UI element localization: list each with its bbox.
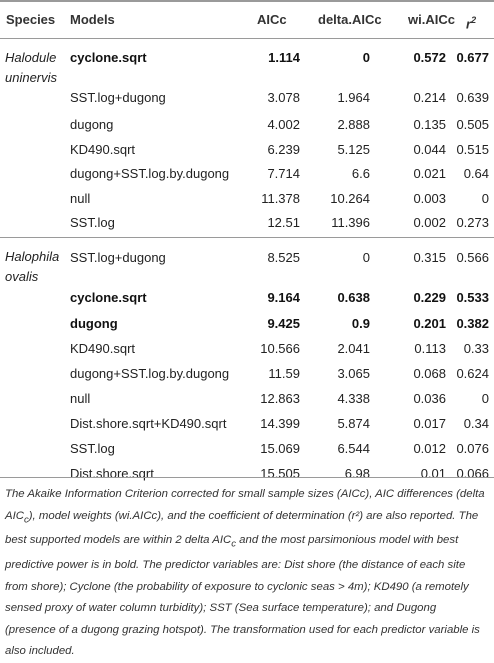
r-squared-cell: 0.533 xyxy=(456,290,489,305)
wi-aicc-cell: 0.044 xyxy=(413,142,446,157)
top-rule xyxy=(0,0,494,2)
model-cell: KD490.sqrt xyxy=(70,142,136,157)
r-squared-cell: 0 xyxy=(481,391,489,406)
header-rule xyxy=(0,38,494,39)
wi-aicc-cell: 0.021 xyxy=(413,166,446,181)
wi-aicc-cell: 0.135 xyxy=(413,117,446,132)
model-cell: null xyxy=(70,191,91,206)
aicc-cell: 12.863 xyxy=(260,391,300,406)
r-squared-cell: 0.515 xyxy=(456,142,489,157)
model-cell: cyclone.sqrt xyxy=(70,50,147,65)
aicc-cell: 10.566 xyxy=(260,341,300,356)
header-species: Species xyxy=(6,12,56,27)
aicc-cell: 7.714 xyxy=(267,166,300,181)
header-delta-aicc: delta.AICc xyxy=(318,12,382,27)
aicc-cell: 9.164 xyxy=(267,290,300,305)
wi-aicc-cell: 0.214 xyxy=(413,90,446,105)
delta-aicc-cell: 2.041 xyxy=(337,341,370,356)
header-models: Models xyxy=(70,12,115,27)
model-cell: null xyxy=(70,391,91,406)
species-label-halodule: Halodule uninervis xyxy=(5,50,58,85)
aicc-cell: 12.51 xyxy=(267,215,300,230)
model-cell: Dist.shore.sqrt+KD490.sqrt xyxy=(70,416,227,431)
model-cell: Dist.shore.sqrt xyxy=(70,466,154,481)
aicc-cell: 14.399 xyxy=(260,416,300,431)
aicc-cell: 11.59 xyxy=(268,366,300,381)
wi-aicc-cell: 0.003 xyxy=(413,191,446,206)
wi-aicc-cell: 0.017 xyxy=(413,416,446,431)
aicc-cell: 15.069 xyxy=(260,441,300,456)
aicc-cell: 3.078 xyxy=(267,90,300,105)
delta-aicc-cell: 3.065 xyxy=(337,366,370,381)
delta-aicc-cell: 4.338 xyxy=(337,391,370,406)
r-squared-cell: 0.273 xyxy=(456,215,489,230)
model-cell: SST.log xyxy=(70,441,115,456)
aicc-cell: 8.525 xyxy=(267,250,300,265)
r-squared-cell: 0.34 xyxy=(463,416,489,431)
wi-aicc-cell: 0.002 xyxy=(413,215,446,230)
aicc-cell: 4.002 xyxy=(267,117,300,132)
model-cell: dugong+SST.log.by.dugong xyxy=(70,166,230,181)
delta-aicc-cell: 6.98 xyxy=(344,466,370,481)
delta-aicc-cell: 2.888 xyxy=(337,117,370,132)
delta-aicc-cell: 0.638 xyxy=(337,290,370,305)
r-squared-cell: 0.066 xyxy=(456,466,489,481)
model-cell: SST.log+dugong xyxy=(70,90,166,105)
header-aicc: AICc xyxy=(257,12,287,27)
model-cell: dugong xyxy=(70,117,114,132)
delta-aicc-cell: 0 xyxy=(362,250,370,265)
r-squared-cell: 0.505 xyxy=(456,117,489,132)
table-caption: The Akaike Information Criterion correct… xyxy=(5,488,485,658)
wi-aicc-cell: 0.229 xyxy=(413,290,446,305)
model-cell: cyclone.sqrt xyxy=(70,290,147,305)
r-squared-cell: 0.382 xyxy=(456,316,489,331)
aicc-cell: 11.378 xyxy=(261,191,300,206)
aicc-cell: 1.114 xyxy=(268,50,300,65)
wi-aicc-cell: 0.201 xyxy=(413,316,446,331)
model-cell: SST.log xyxy=(70,215,115,230)
aicc-cell: 9.425 xyxy=(267,316,300,331)
wi-aicc-cell: 0.01 xyxy=(420,466,446,481)
r-squared-cell: 0.076 xyxy=(456,441,489,456)
delta-aicc-cell: 10.264 xyxy=(330,191,370,206)
model-cell: dugong+SST.log.by.dugong xyxy=(70,366,230,381)
wi-aicc-cell: 0.113 xyxy=(414,341,446,356)
r-squared-cell: 0.33 xyxy=(463,341,489,356)
aicc-cell: 6.239 xyxy=(267,142,300,157)
wi-aicc-cell: 0.572 xyxy=(413,50,446,65)
delta-aicc-cell: 6.544 xyxy=(337,441,370,456)
model-cell: dugong xyxy=(70,316,118,331)
header-wi-aicc: wi.AICc xyxy=(408,12,455,27)
wi-aicc-cell: 0.315 xyxy=(413,250,446,265)
delta-aicc-cell: 5.874 xyxy=(337,416,370,431)
wi-aicc-cell: 0.012 xyxy=(413,441,446,456)
delta-aicc-cell: 11.396 xyxy=(331,215,370,230)
wi-aicc-cell: 0.068 xyxy=(413,366,446,381)
r-squared-cell: 0.624 xyxy=(456,366,489,381)
r-squared-cell: 0.566 xyxy=(456,250,489,265)
r-squared-cell: 0.64 xyxy=(463,166,489,181)
model-cell: KD490.sqrt xyxy=(70,341,136,356)
delta-aicc-cell: 5.125 xyxy=(337,142,370,157)
r-squared-cell: 0.639 xyxy=(456,90,489,105)
delta-aicc-cell: 0 xyxy=(362,50,370,65)
aicc-cell: 15.505 xyxy=(260,466,300,481)
species-label-halophila: Halophila ovalis xyxy=(5,249,60,284)
delta-aicc-cell: 1.964 xyxy=(337,90,370,105)
group-divider xyxy=(0,237,494,238)
header-r-squared: r2 xyxy=(466,15,477,32)
wi-aicc-cell: 0.036 xyxy=(413,391,446,406)
delta-aicc-cell: 6.6 xyxy=(351,166,370,181)
r-squared-cell: 0.677 xyxy=(456,50,489,65)
model-cell: SST.log+dugong xyxy=(70,250,166,265)
bottom-rule xyxy=(0,477,494,478)
delta-aicc-cell: 0.9 xyxy=(351,316,370,331)
r-squared-cell: 0 xyxy=(481,191,489,206)
